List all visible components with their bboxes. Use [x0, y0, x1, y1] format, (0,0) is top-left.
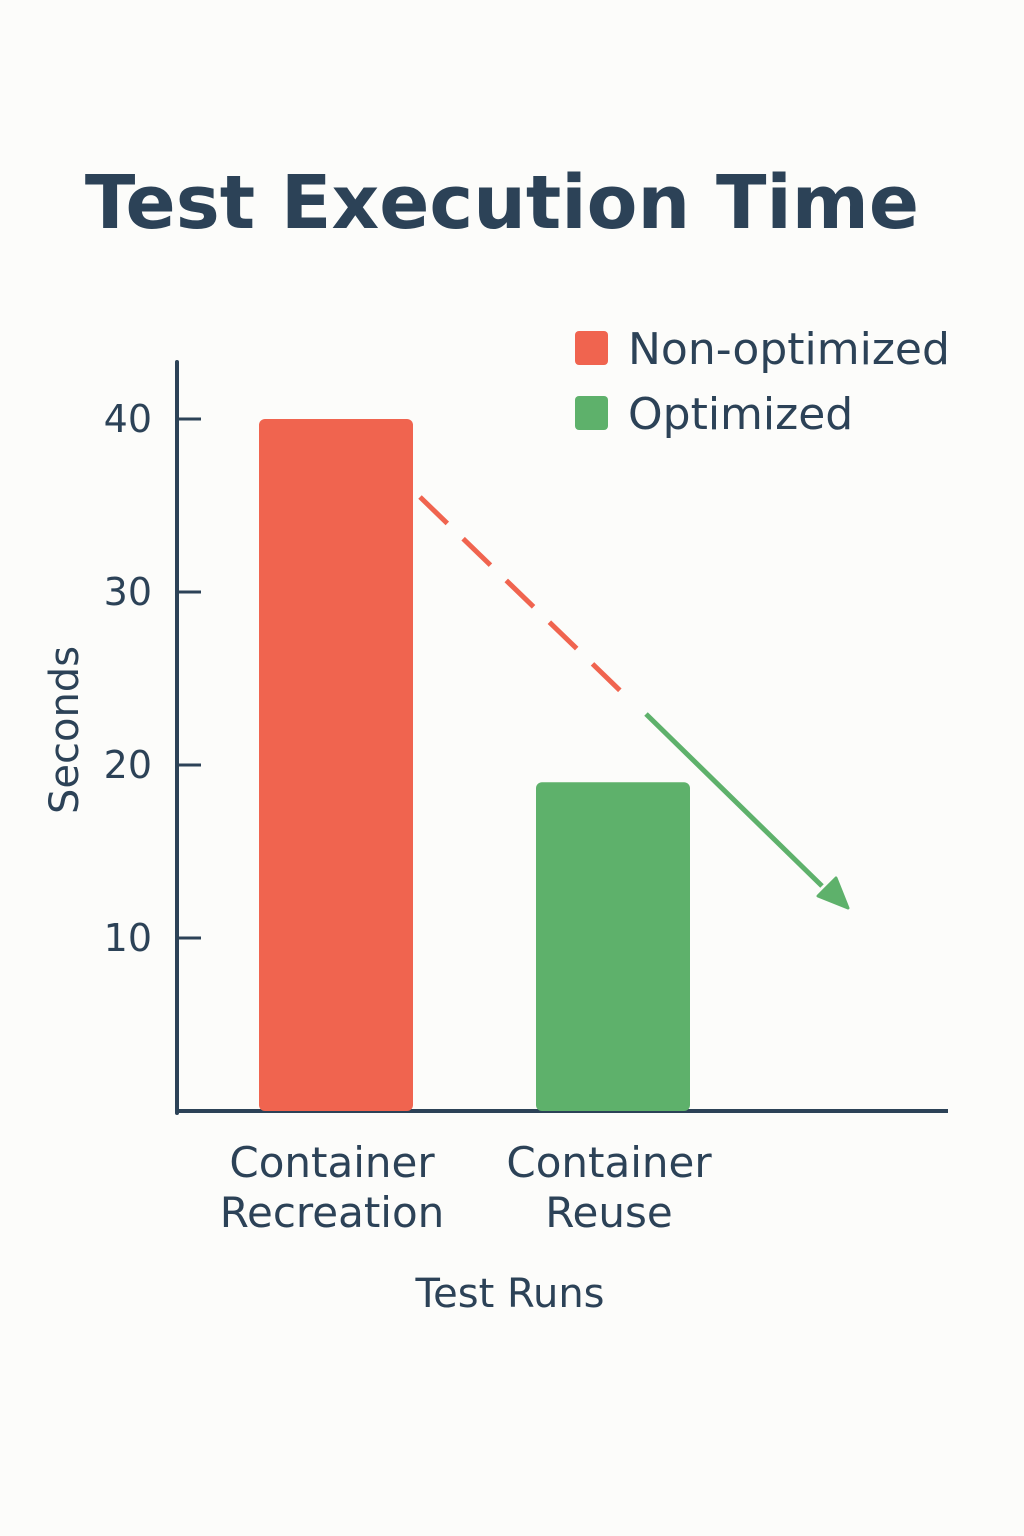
- legend-swatch: [575, 396, 608, 430]
- y-axis: 10 20 30 40: [104, 360, 201, 1115]
- y-axis-label: Seconds: [42, 646, 88, 814]
- bar-container-reuse: [536, 782, 690, 1111]
- chart-title: Test Execution Time: [85, 160, 919, 246]
- y-tick-label: 40: [104, 397, 152, 441]
- legend-label: Non-optimized: [628, 324, 950, 375]
- bars: [259, 419, 690, 1111]
- category-label: Recreation: [220, 1188, 445, 1237]
- category-label: Reuse: [545, 1188, 672, 1237]
- trend-arrowhead: [816, 876, 850, 910]
- trend-solid-line: [644, 712, 824, 888]
- y-tick-label: 30: [104, 570, 152, 614]
- y-tick-label: 10: [104, 916, 152, 960]
- trend-arrow: [418, 495, 850, 910]
- category-label: Container: [229, 1138, 435, 1187]
- legend-swatch: [575, 331, 608, 365]
- x-axis-label: Test Runs: [414, 1271, 604, 1317]
- legend: Non-optimized Optimized: [575, 324, 950, 440]
- trend-dashed-line: [418, 495, 636, 706]
- category-label: Container: [506, 1138, 712, 1187]
- y-tick-label: 20: [104, 743, 152, 787]
- legend-label: Optimized: [628, 389, 853, 440]
- bar-container-recreation: [259, 419, 413, 1111]
